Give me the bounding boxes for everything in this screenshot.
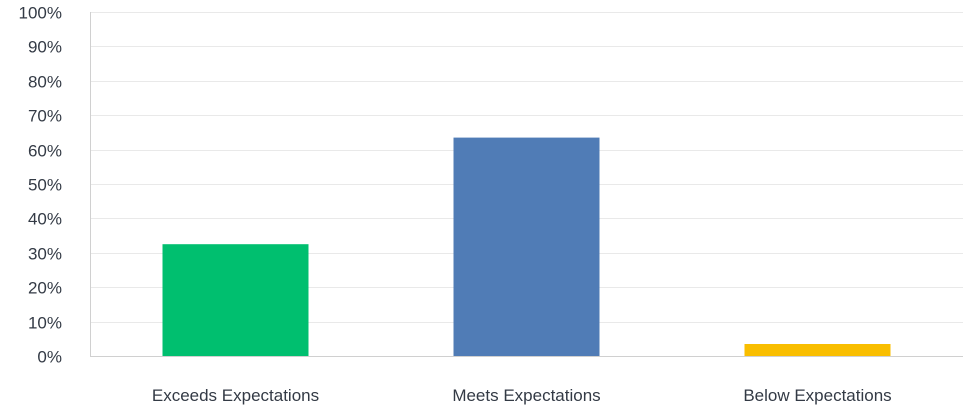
y-tick-label: 70% xyxy=(28,107,62,126)
y-tick-label: 100% xyxy=(19,4,62,23)
bars xyxy=(162,137,891,356)
x-category-label: Meets Expectations xyxy=(452,386,600,405)
y-tick-label: 30% xyxy=(28,245,62,264)
x-category-label: Below Expectations xyxy=(743,386,891,405)
y-tick-label: 60% xyxy=(28,142,62,161)
y-tick-label: 40% xyxy=(28,210,62,229)
y-tick-label: 0% xyxy=(37,348,62,367)
axes: 0% 10% 20% 30% 40% 50% 60% 70% 80% 90% 100% Exceeds… xyxy=(19,4,963,405)
bar-exceeds-expectations[interactable] xyxy=(162,244,309,356)
y-tick-label: 20% xyxy=(28,279,62,298)
bar-below-expectations[interactable] xyxy=(744,344,891,356)
y-tick-label: 90% xyxy=(28,38,62,57)
bar-meets-expectations[interactable] xyxy=(453,137,600,356)
x-category-label: Exceeds Expectations xyxy=(152,386,319,405)
y-tick-label: 50% xyxy=(28,176,62,195)
y-tick-label: 80% xyxy=(28,73,62,92)
y-tick-label: 10% xyxy=(28,314,62,333)
